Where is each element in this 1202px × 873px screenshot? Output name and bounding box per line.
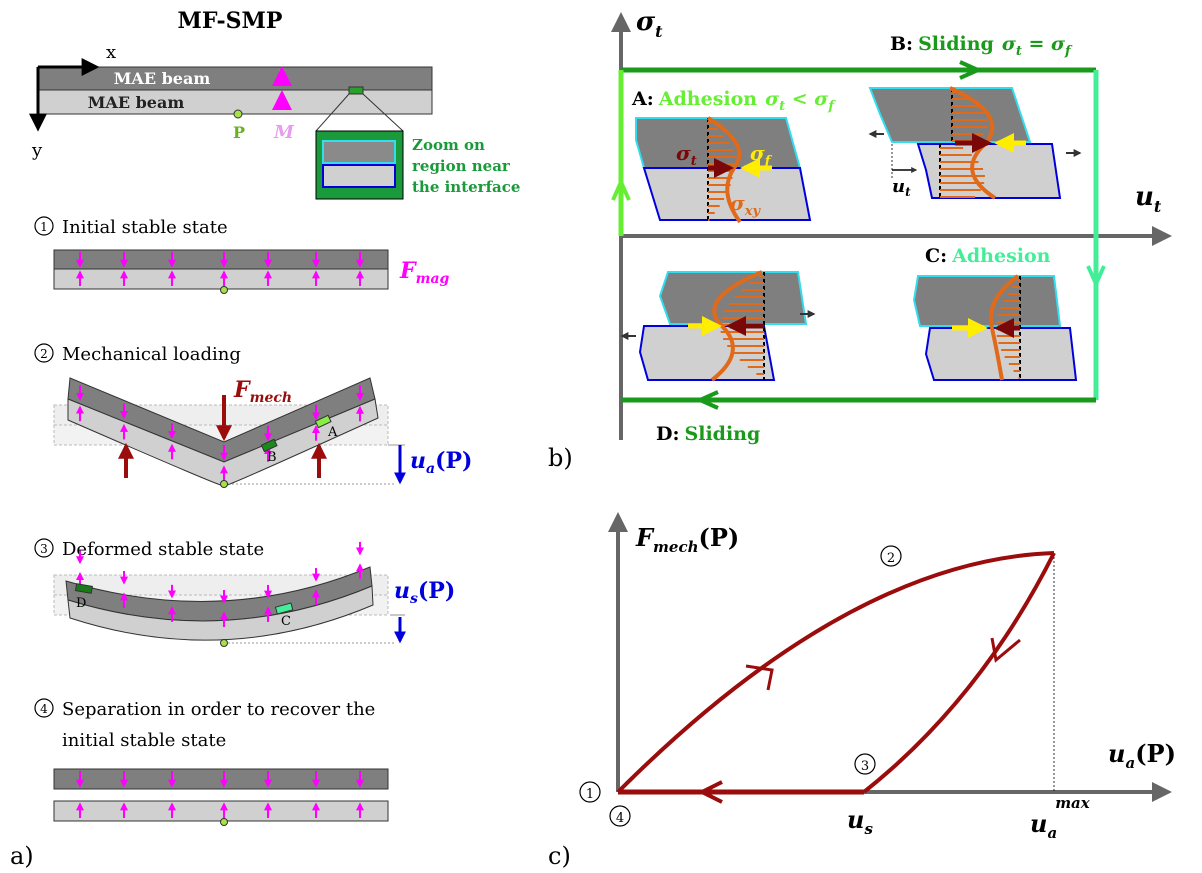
us-tick-label: us: [847, 805, 873, 838]
label-b: B: Sliding σt = σf: [890, 33, 1073, 59]
zoom-line-2: region near: [412, 157, 511, 175]
svg-text:3: 3: [861, 759, 869, 774]
inset-d: [620, 270, 816, 382]
svg-text:B: B: [267, 450, 277, 465]
step4-beam-top: [53, 768, 389, 790]
axis-x-label: x: [106, 42, 116, 63]
inset-a: σt σf σxy: [635, 116, 812, 224]
fmag-label: Fmag: [399, 258, 450, 287]
beam-bottom-label: MAE beam: [88, 93, 185, 112]
step-1-badge: [34, 216, 54, 236]
step1-beam-top: [53, 249, 389, 270]
fmech-label: Fmech: [233, 377, 292, 406]
zoom-line-1: Zoom on: [412, 136, 485, 154]
svg-text:A: A: [327, 425, 338, 440]
fmech-axis-label: Fmech(P): [635, 523, 739, 556]
zoom-marker: [348, 86, 364, 95]
state-1-badge: [579, 781, 601, 803]
zoom-line-3: the interface: [412, 178, 520, 196]
label-c: C: Adhesion: [925, 245, 1051, 267]
svg-text:2: 2: [887, 551, 895, 566]
umax-tick-label: uamax: [1030, 794, 1091, 842]
loading-curve: [616, 551, 1055, 794]
inset-b: ut: [868, 86, 1082, 200]
svg-text:C: C: [281, 614, 291, 629]
step1-beam-bottom: [53, 268, 389, 290]
svg-text:2: 2: [40, 347, 48, 361]
magnet-label: M: [273, 122, 295, 143]
ua-axis-label: ua(P): [1108, 739, 1176, 772]
unloading-curve: [862, 552, 1056, 794]
us-label: us(P): [394, 578, 455, 607]
state-4-badge: [609, 805, 631, 827]
label-d: D: Sliding: [656, 423, 760, 445]
caption-c: c): [548, 842, 571, 870]
ut-axis-label: ut: [1135, 182, 1162, 216]
label-a: A: Adhesion σt < σf: [631, 88, 836, 114]
panel-c: Fmech(P) ua(P) 2 3 1 4 us uamax c): [548, 512, 1176, 870]
patch-c: [274, 602, 294, 615]
step4-beam-bottom: [53, 800, 389, 822]
panel-a-title: MF-SMP: [178, 8, 283, 34]
mae-beam-top: [37, 66, 433, 91]
svg-text:3: 3: [40, 542, 48, 556]
state-3-badge: [854, 753, 876, 775]
step-4-text-line1: Separation in order to recover the: [62, 699, 375, 720]
svg-text:σt: σt: [676, 141, 697, 169]
svg-text:1: 1: [40, 220, 48, 234]
step-1-text: Initial stable state: [62, 217, 228, 238]
svg-text:σxy: σxy: [730, 191, 762, 219]
point-p-label: P: [233, 123, 245, 142]
patch-d: [74, 583, 93, 594]
step4-fmag-arrows: [76, 771, 364, 818]
svg-text:1: 1: [586, 787, 594, 802]
step-2-text: Mechanical loading: [62, 344, 241, 365]
patch-a: [314, 414, 332, 429]
svg-text:4: 4: [40, 702, 48, 716]
axis-y-label: y: [31, 140, 43, 161]
point-p: [233, 109, 243, 119]
mae-beam-bottom: [37, 89, 433, 115]
step-2-badge: [34, 343, 54, 363]
inset-c: [912, 274, 1078, 381]
beam-top-label: MAE beam: [114, 69, 211, 88]
sigma-t-axis-label: σt: [636, 7, 663, 41]
step1-fmag-arrows: [76, 252, 364, 286]
svg-text:4: 4: [616, 811, 624, 826]
svg-text:D: D: [76, 596, 86, 611]
step-3-text: Deformed stable state: [62, 539, 264, 560]
caption-a: a): [10, 842, 34, 870]
svg-text:σf: σf: [750, 141, 773, 169]
step-4-text-line2: initial stable state: [62, 730, 226, 751]
state-2-badge: [880, 545, 902, 567]
step-4-badge: [34, 698, 54, 718]
svg-text:ut: ut: [892, 176, 911, 199]
panel-b: σt ut B: Sliding σt = σf A: Adhesion σt < σf…: [548, 7, 1172, 472]
caption-b: b): [548, 444, 573, 472]
patch-b: [260, 438, 278, 453]
step-3-badge: [34, 538, 54, 558]
panel-a: MF-SMP MAE beam MAE beam x y P M Zoom on…: [10, 8, 520, 870]
step3-fmag-arrows: [76, 541, 364, 627]
ua-label: ua(P): [410, 448, 472, 477]
